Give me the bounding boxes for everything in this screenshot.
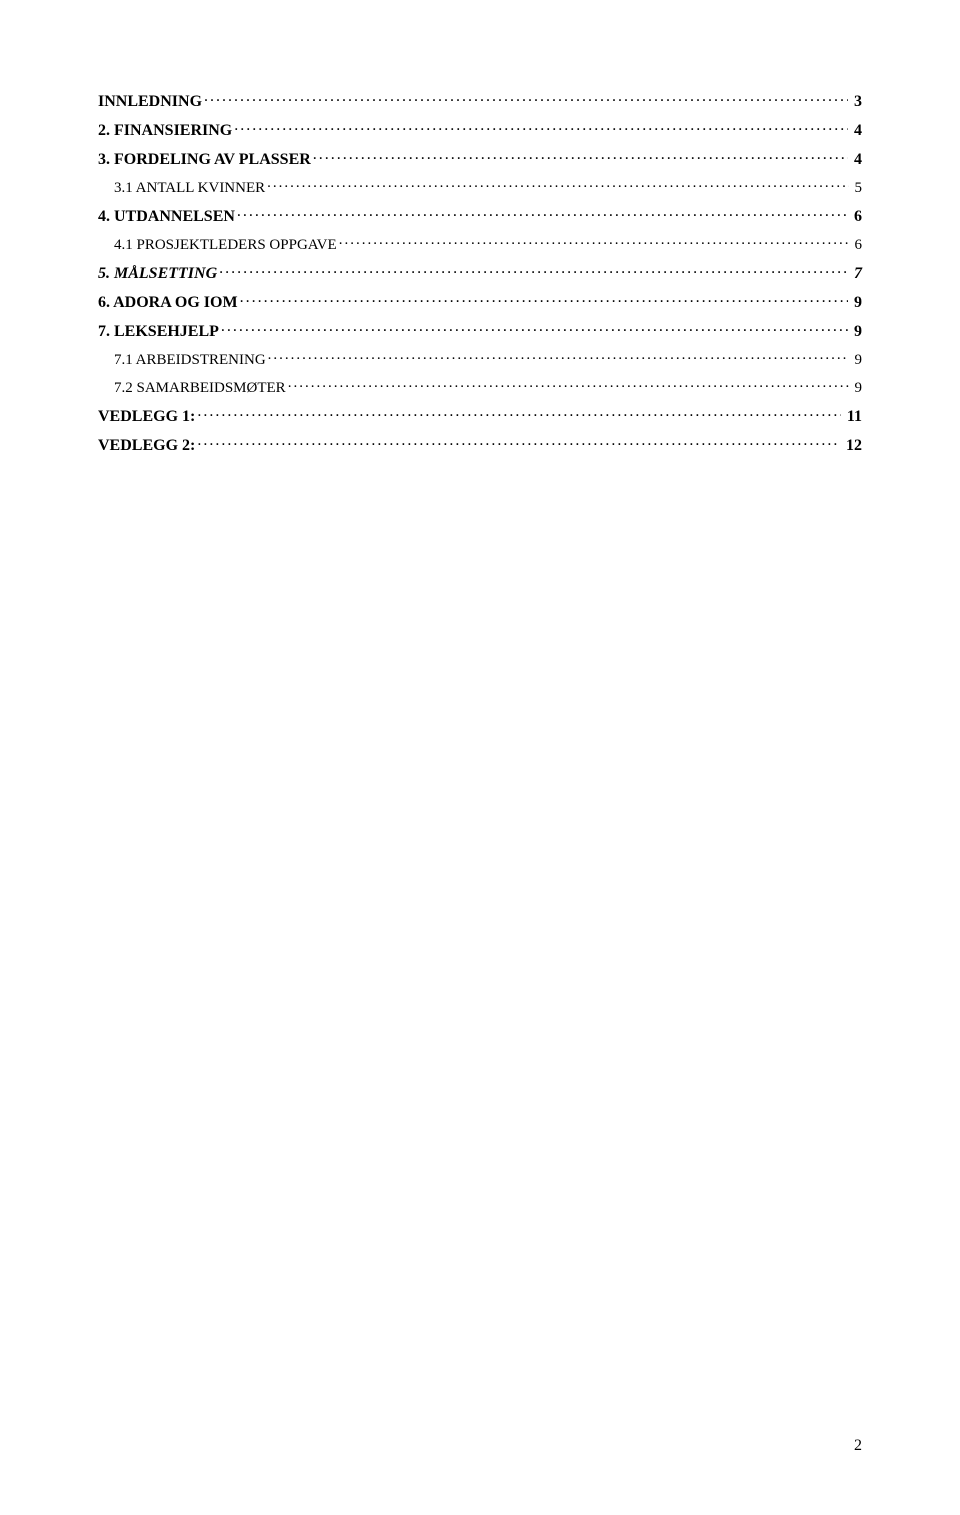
toc-leader-dots bbox=[219, 262, 848, 278]
toc-entry-page: 4 bbox=[850, 122, 862, 140]
toc-entry: 2. FINANSIERING 4 bbox=[98, 119, 862, 140]
toc-entry-title: 6. ADORA OG IOM bbox=[98, 294, 238, 312]
toc-leader-dots bbox=[234, 119, 848, 135]
toc-entry-title: 4.1 PROSJEKTLEDERS OPPGAVE bbox=[114, 237, 337, 254]
toc-entry-page: 9 bbox=[851, 380, 863, 397]
toc-entry: 3. FORDELING AV PLASSER 4 bbox=[98, 148, 862, 169]
toc-entry-page: 9 bbox=[850, 294, 862, 312]
toc-entry-title: 4. UTDANNELSEN bbox=[98, 208, 235, 226]
toc-entry-title: 7.1 ARBEIDSTRENING bbox=[114, 352, 266, 369]
toc-leader-dots bbox=[267, 177, 848, 192]
toc-entry: VEDLEGG 2: 12 bbox=[98, 434, 862, 455]
toc-entry: 7. LEKSEHJELP 9 bbox=[98, 320, 862, 341]
toc-entry: 5. MÅLSETTING 7 bbox=[98, 262, 862, 283]
toc-leader-dots bbox=[268, 349, 849, 364]
toc-entry-title: 7. LEKSEHJELP bbox=[98, 323, 219, 341]
table-of-contents: INNLEDNING32. FINANSIERING43. FORDELING … bbox=[98, 90, 862, 455]
toc-leader-dots bbox=[288, 377, 849, 392]
document-page: INNLEDNING32. FINANSIERING43. FORDELING … bbox=[0, 0, 960, 1515]
toc-entry-page: 5 bbox=[851, 180, 863, 197]
toc-leader-dots bbox=[197, 405, 841, 421]
toc-leader-dots bbox=[240, 291, 848, 307]
toc-leader-dots bbox=[204, 90, 848, 106]
toc-entry-page: 9 bbox=[851, 352, 863, 369]
toc-entry-title: 7.2 SAMARBEIDSMØTER bbox=[114, 380, 286, 397]
toc-entry-page: 12 bbox=[842, 437, 862, 455]
toc-entry: 6. ADORA OG IOM 9 bbox=[98, 291, 862, 312]
toc-entry: 7.2 SAMARBEIDSMØTER 9 bbox=[98, 377, 862, 397]
toc-entry-title: VEDLEGG 2: bbox=[98, 437, 195, 455]
toc-leader-dots bbox=[313, 148, 848, 164]
toc-entry-page: 6 bbox=[851, 237, 863, 254]
toc-leader-dots bbox=[197, 434, 840, 450]
toc-entry-title: VEDLEGG 1: bbox=[98, 408, 195, 426]
toc-leader-dots bbox=[221, 320, 848, 336]
toc-entry-page: 3 bbox=[850, 93, 862, 111]
toc-entry-page: 11 bbox=[843, 408, 862, 426]
toc-entry-title: 3. FORDELING AV PLASSER bbox=[98, 151, 311, 169]
toc-leader-dots bbox=[237, 205, 848, 221]
toc-entry: 4.1 PROSJEKTLEDERS OPPGAVE 6 bbox=[98, 234, 862, 254]
toc-entry: VEDLEGG 1: 11 bbox=[98, 405, 862, 426]
toc-entry-title: 5. MÅLSETTING bbox=[98, 265, 217, 283]
toc-entry-title: 3.1 ANTALL KVINNER bbox=[114, 180, 265, 197]
toc-entry: 3.1 ANTALL KVINNER 5 bbox=[98, 177, 862, 197]
toc-entry-page: 6 bbox=[850, 208, 862, 226]
toc-entry-page: 4 bbox=[850, 151, 862, 169]
toc-entry: 4. UTDANNELSEN 6 bbox=[98, 205, 862, 226]
toc-entry: 7.1 ARBEIDSTRENING 9 bbox=[98, 349, 862, 369]
toc-entry-page: 9 bbox=[850, 323, 862, 341]
toc-entry-title: INNLEDNING bbox=[98, 93, 202, 111]
toc-leader-dots bbox=[339, 234, 849, 249]
page-number: 2 bbox=[854, 1437, 862, 1455]
toc-entry: INNLEDNING 3 bbox=[98, 90, 862, 111]
toc-entry-page: 7 bbox=[850, 265, 862, 283]
toc-entry-title: 2. FINANSIERING bbox=[98, 122, 232, 140]
